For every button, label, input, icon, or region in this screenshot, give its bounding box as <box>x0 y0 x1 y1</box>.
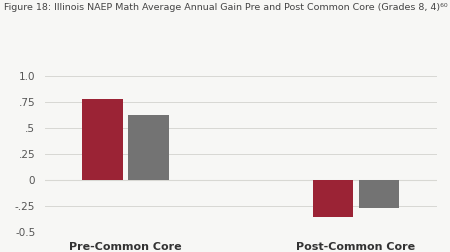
Text: Figure 18: Illinois NAEP Math Average Annual Gain Pre and Post Common Core (Grad: Figure 18: Illinois NAEP Math Average An… <box>4 3 448 12</box>
Bar <box>129 115 169 180</box>
Bar <box>313 180 353 217</box>
Bar <box>82 99 123 180</box>
Bar <box>359 180 399 208</box>
